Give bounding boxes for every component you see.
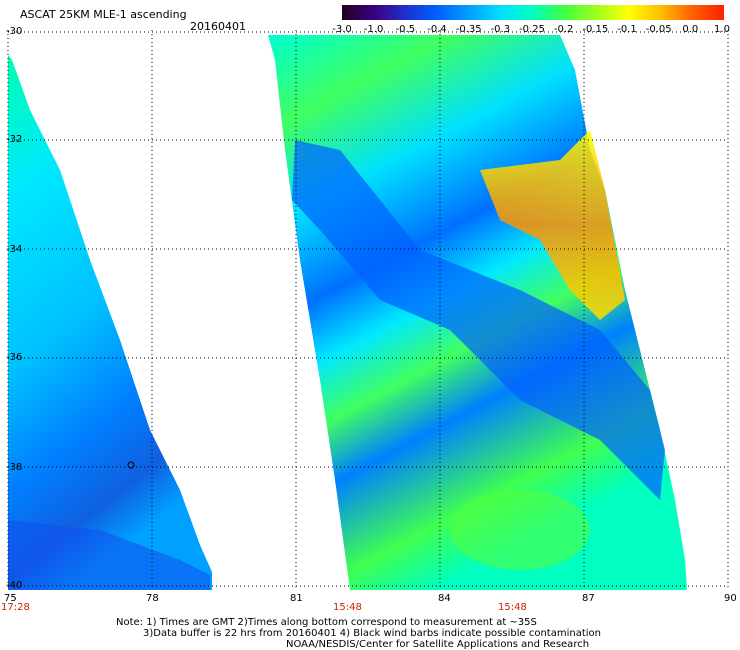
colorbar-tick-label: -1.0 (363, 24, 384, 35)
time-label: 15:48 (498, 602, 527, 613)
colorbar-tick-label: -0.3 (490, 24, 511, 35)
lat-label: -36 (6, 352, 23, 363)
lon-label: 90 (724, 593, 737, 604)
colorbar-tick-label: -0.25 (519, 24, 545, 35)
contamination-marker (127, 461, 135, 469)
colorbar-tick-label: -0.35 (455, 24, 482, 35)
note-line-1: Note: 1) Times are GMT 2)Times along bot… (116, 617, 537, 628)
note-line-2: 3)Data buffer is 22 hrs from 20160401 4)… (143, 628, 601, 639)
lon-label: 87 (582, 593, 595, 604)
lat-label: -38 (6, 462, 23, 473)
right-swath-warm-area (480, 130, 625, 320)
colorbar (342, 5, 724, 20)
colorbar-tick-label: -0.5 (395, 24, 416, 35)
colorbar-tick-label: -0.15 (582, 24, 609, 35)
map-date: 20160401 (190, 20, 246, 33)
right-swath-green-area (450, 490, 590, 570)
colorbar-tick-label: 0.0 (682, 24, 699, 35)
colorbar-tick-label: -0.05 (645, 24, 672, 35)
time-label: 17:28 (1, 602, 30, 613)
note-line-3: NOAA/NESDIS/Center for Satellite Applica… (286, 639, 590, 650)
colorbar-tick-label: -0.1 (617, 24, 637, 35)
lat-label: -34 (6, 244, 23, 255)
map-title: ASCAT 25KM MLE-1 ascending (20, 8, 187, 21)
colorbar-tick-label: 1.0 (714, 24, 730, 35)
map-plot (7, 30, 729, 590)
left-swath-blue-band (8, 520, 210, 590)
colorbar-tick-label: -3.0 (332, 24, 352, 35)
lat-label: -32 (6, 134, 23, 145)
time-label: 15:48 (333, 602, 362, 613)
lon-label: 84 (438, 593, 451, 604)
lon-label: 78 (146, 593, 159, 604)
right-swath-blue-band (292, 140, 665, 500)
lat-label: -40 (6, 580, 23, 591)
lon-label: 75 (4, 593, 17, 604)
colorbar-tick-label: -0.4 (427, 24, 447, 35)
left-swath (8, 55, 212, 590)
lat-label: -30 (6, 26, 23, 37)
colorbar-tick-label: -0.2 (553, 24, 574, 35)
lon-label: 81 (290, 593, 303, 604)
